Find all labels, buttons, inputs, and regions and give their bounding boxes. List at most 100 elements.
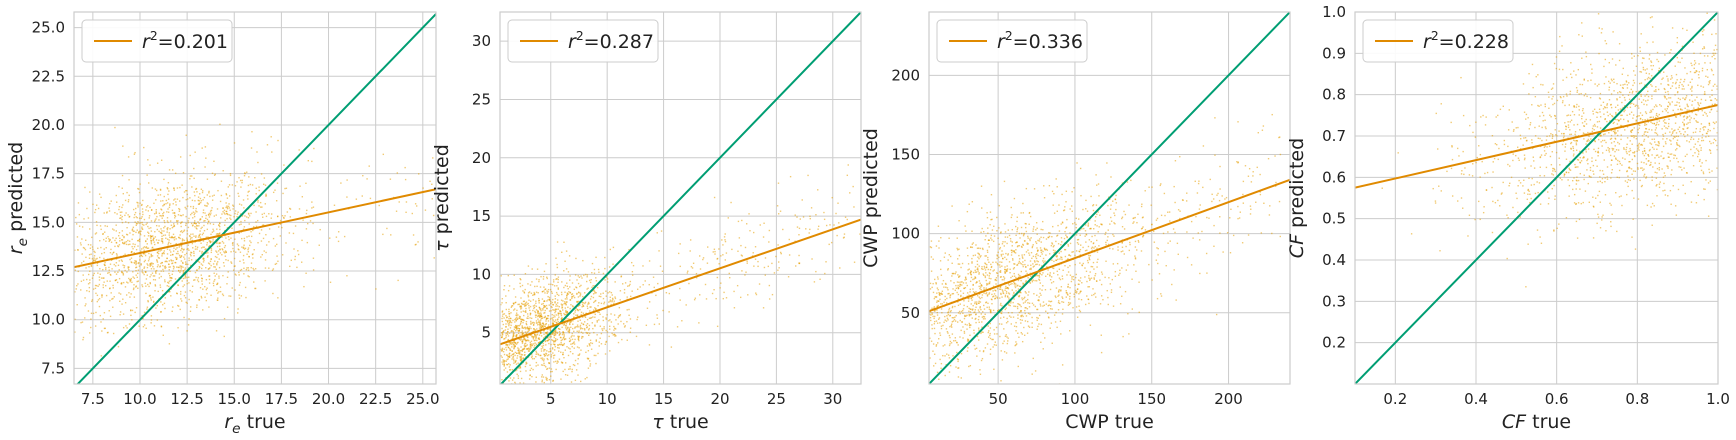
scatter-point xyxy=(528,307,530,309)
scatter-point xyxy=(138,261,140,264)
scatter-point xyxy=(520,377,523,380)
scatter-point xyxy=(257,219,259,222)
scatter-point xyxy=(202,240,205,242)
scatter-point xyxy=(95,204,98,206)
scatter-point xyxy=(579,292,582,294)
scatter-point xyxy=(524,331,527,333)
scatter-point xyxy=(966,247,969,249)
scatter-point xyxy=(169,274,171,277)
scatter-point xyxy=(1157,262,1159,265)
scatter-point xyxy=(389,178,392,180)
scatter-point xyxy=(558,305,560,308)
scatter-point xyxy=(143,146,145,149)
scatter-point xyxy=(966,350,969,352)
scatter-point xyxy=(98,276,101,278)
scatter-point xyxy=(1013,197,1016,200)
scatter-point xyxy=(136,216,138,219)
scatter-point xyxy=(1029,268,1031,270)
scatter-point xyxy=(1088,274,1090,277)
scatter-point xyxy=(507,328,509,330)
scatter-point xyxy=(532,330,534,333)
scatter-point xyxy=(538,320,540,322)
scatter-point xyxy=(537,314,540,316)
scatter-point xyxy=(556,278,558,280)
scatter-point xyxy=(181,221,183,223)
scatter-point xyxy=(551,370,553,373)
scatter-point xyxy=(92,248,94,251)
scatter-point xyxy=(188,235,191,237)
scatter-point xyxy=(521,332,524,334)
scatter-point xyxy=(624,325,626,327)
scatter-point xyxy=(242,254,245,257)
scatter-point xyxy=(1014,305,1017,308)
scatter-point xyxy=(150,242,153,245)
scatter-point xyxy=(285,187,288,189)
scatter-point xyxy=(1007,283,1010,285)
scatter-point xyxy=(980,286,982,288)
scatter-point xyxy=(514,387,515,388)
scatter-point xyxy=(587,329,590,331)
scatter-point xyxy=(163,220,165,222)
scatter-point xyxy=(142,272,144,274)
scatter-point xyxy=(542,307,544,310)
scatter-point xyxy=(160,325,163,327)
scatter-point xyxy=(547,324,550,326)
scatter-point xyxy=(141,255,144,258)
scatter-point xyxy=(523,292,526,294)
scatter-point xyxy=(746,262,748,264)
scatter-point xyxy=(501,298,504,300)
scatter-point xyxy=(1036,308,1038,311)
scatter-point xyxy=(180,260,183,262)
scatter-point xyxy=(543,312,545,314)
scatter-point xyxy=(936,371,939,374)
scatter-point xyxy=(522,357,525,359)
x-tick-label: 22.5 xyxy=(359,390,392,408)
scatter-point xyxy=(624,282,627,284)
scatter-point xyxy=(575,307,577,309)
scatter-point xyxy=(222,210,224,213)
scatter-point xyxy=(188,249,190,251)
scatter-point xyxy=(541,345,543,348)
scatter-point xyxy=(264,280,266,282)
scatter-point xyxy=(723,236,726,238)
scatter-point xyxy=(594,316,596,318)
scatter-point xyxy=(88,266,90,268)
scatter-point xyxy=(192,233,194,235)
scatter-point xyxy=(747,294,749,296)
scatter-point xyxy=(1057,243,1060,245)
scatter-point xyxy=(1011,311,1013,314)
scatter-point xyxy=(987,232,989,234)
scatter-point xyxy=(519,351,521,354)
scatter-point xyxy=(191,199,194,202)
scatter-point xyxy=(536,324,539,326)
scatter-point xyxy=(103,263,106,266)
scatter-point xyxy=(1061,275,1064,277)
scatter-point xyxy=(535,314,538,316)
scatter-point xyxy=(248,215,251,217)
scatter-point xyxy=(126,271,128,273)
scatter-point xyxy=(306,209,308,212)
scatter-point xyxy=(969,364,972,367)
scatter-point xyxy=(159,189,162,191)
scatter-point xyxy=(206,218,209,221)
scatter-point xyxy=(535,309,538,311)
scatter-point xyxy=(199,240,201,242)
scatter-point xyxy=(1067,266,1069,269)
scatter-point xyxy=(90,326,92,329)
scatter-point xyxy=(555,303,558,306)
scatter-point xyxy=(1001,279,1004,281)
scatter-point xyxy=(556,362,558,364)
scatter-point xyxy=(1096,266,1098,268)
scatter-point xyxy=(424,209,427,211)
scatter-point xyxy=(247,212,250,215)
scatter-point xyxy=(524,302,527,304)
scatter-point xyxy=(1056,326,1058,329)
scatter-point xyxy=(1096,239,1098,242)
scatter-point xyxy=(1012,259,1014,261)
scatter-point xyxy=(1042,272,1044,274)
scatter-point xyxy=(111,253,113,255)
scatter-point xyxy=(722,254,724,256)
scatter-point xyxy=(524,354,526,356)
scatter-point xyxy=(546,377,548,380)
scatter-point xyxy=(216,289,218,292)
